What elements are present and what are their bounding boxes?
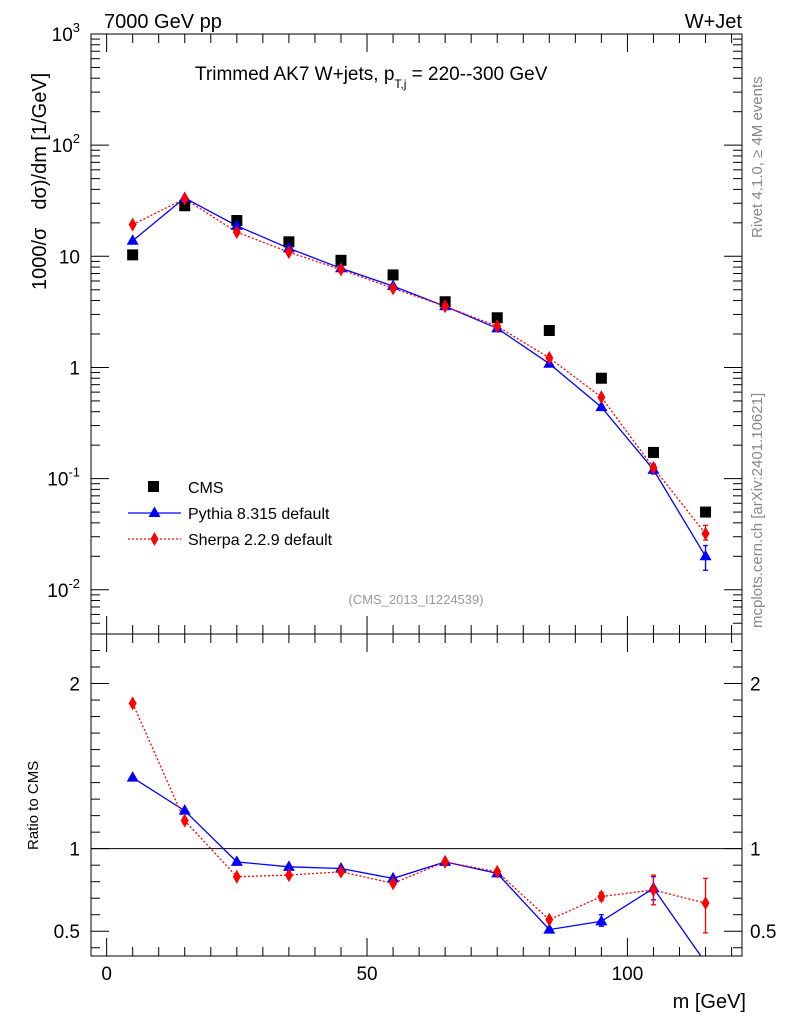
pythia-ratio-point xyxy=(282,860,295,871)
sherpa-ratio-point xyxy=(597,889,606,904)
legend-label-sherpa: Sherpa 2.2.9 default xyxy=(188,532,333,549)
y-axis-label: 1000/σdσ)/dm [1/GeV] xyxy=(29,73,51,290)
cms-point xyxy=(179,200,191,212)
cms-point xyxy=(543,325,555,337)
sherpa-point xyxy=(649,460,658,475)
main-y-tick-labels: 10-2 10-1 1 10 102 103 xyxy=(47,20,80,602)
sherpa-ratio-point xyxy=(493,864,502,879)
sherpa-ratio-point xyxy=(701,896,710,911)
pythia-ratio-point xyxy=(595,914,608,926)
x-tick-label: 100 xyxy=(612,964,644,985)
ratio-panel-frame xyxy=(90,633,743,957)
cms-point xyxy=(335,254,347,266)
sherpa-point xyxy=(128,217,137,232)
y-tick-label: 10-2 xyxy=(47,576,80,602)
ratio-tick-label-right: 0.5 xyxy=(750,922,776,943)
ratio-tick-label-left: 0.5 xyxy=(54,922,80,943)
legend-marker-cms xyxy=(148,481,159,492)
y-tick-label: 102 xyxy=(52,131,80,157)
x-axis-label: m [GeV] xyxy=(673,991,746,1013)
pythia-point xyxy=(595,400,608,412)
sherpa-line xyxy=(132,197,707,535)
y-tick-label: 103 xyxy=(52,20,80,46)
sherpa-point xyxy=(284,245,293,260)
analysis-id: (CMS_2013_I1224539) xyxy=(348,592,483,607)
pythia-ratio-point xyxy=(543,923,556,934)
rivet-label: Rivet 4.1.0, ≥ 4M events xyxy=(749,76,766,238)
ratio-axis-ticks xyxy=(91,634,742,956)
pythia-ratio-point xyxy=(178,804,191,815)
pythia-point xyxy=(230,219,243,230)
cms-point xyxy=(700,506,712,518)
pythia-ratio-line xyxy=(132,777,702,956)
cms-point xyxy=(595,372,607,384)
ratio-tick-label-right: 2 xyxy=(750,675,761,696)
legend: CMS Pythia 8.315 default Sherpa 2.2.9 de… xyxy=(128,480,333,549)
mcplots-label: mcplots.cern.ch [arXiv:2401.10621] xyxy=(749,393,766,628)
legend-label-cms: CMS xyxy=(188,480,224,497)
sherpa-ratio-point xyxy=(649,882,658,897)
ratio-y-axis-label: Ratio to CMS xyxy=(25,761,42,850)
header-right: W+Jet xyxy=(685,11,743,33)
y-tick-label: 10 xyxy=(59,247,80,268)
ratio-series-clipped xyxy=(126,696,712,967)
main-series xyxy=(126,191,712,571)
pythia-point xyxy=(126,234,139,245)
sherpa-ratio-point xyxy=(284,868,293,883)
ratio-tick-labels: 0.5 0.5 1 1 2 2 xyxy=(54,675,777,944)
sherpa-point xyxy=(493,319,502,334)
sherpa-point xyxy=(232,225,241,240)
x-tick-label: 50 xyxy=(356,964,377,985)
sherpa-ratio-point xyxy=(545,912,554,927)
pythia-ratio-point xyxy=(700,956,712,967)
pythia-ratio-point xyxy=(230,855,243,866)
ratio-tick-label-left: 2 xyxy=(69,675,80,696)
y-tick-label: 10-1 xyxy=(47,465,80,491)
sherpa-point xyxy=(597,390,606,405)
legend-marker-sherpa xyxy=(150,532,159,546)
cms-point xyxy=(387,269,399,281)
sherpa-ratio-point xyxy=(389,876,398,891)
legend-marker-pythia xyxy=(148,506,161,517)
sherpa-ratio-point xyxy=(180,813,189,828)
y-tick-label: 1 xyxy=(69,358,80,379)
sherpa-point xyxy=(441,299,450,314)
ratio-series xyxy=(126,696,712,967)
cms-point xyxy=(491,312,503,324)
cms-point xyxy=(647,446,659,458)
pythia-ratio-point xyxy=(126,771,139,782)
ratio-tick-label-left: 1 xyxy=(69,840,80,861)
main-axis-ticks xyxy=(91,34,742,635)
sherpa-ratio-point xyxy=(232,869,241,884)
sherpa-point xyxy=(389,281,398,296)
x-tick-labels: 0 50 100 xyxy=(101,964,643,985)
pythia-line xyxy=(132,197,707,557)
sherpa-point xyxy=(701,526,710,541)
pythia-point xyxy=(699,549,712,561)
main-title: Trimmed AK7 W+jets, pT,j = 220--300 GeV xyxy=(195,64,548,91)
sherpa-ratio-point xyxy=(128,696,137,711)
sherpa-ratio-point xyxy=(336,864,345,879)
cms-point xyxy=(127,249,139,261)
legend-label-pythia: Pythia 8.315 default xyxy=(188,506,330,523)
x-tick-label: 0 xyxy=(101,964,112,985)
sherpa-ratio-line xyxy=(132,703,706,921)
sherpa-point xyxy=(336,262,345,277)
sherpa-point xyxy=(180,191,189,206)
header-left: 7000 GeV pp xyxy=(104,11,222,33)
ratio-tick-label-right: 1 xyxy=(750,840,761,861)
sherpa-point xyxy=(545,350,554,365)
sherpa-ratio-point xyxy=(441,854,450,869)
